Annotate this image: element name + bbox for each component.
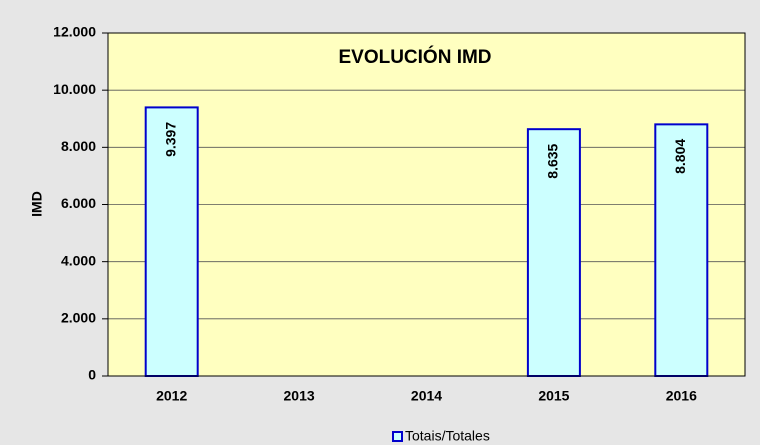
x-tick-label: 2016 — [666, 388, 697, 404]
y-axis-label: IMD — [29, 191, 45, 217]
bar — [144, 106, 199, 378]
legend-label: Totais/Totales — [405, 428, 490, 444]
x-tick-label: 2012 — [156, 388, 187, 404]
y-tick-label: 4.000 — [61, 252, 96, 268]
data-label: 8.635 — [545, 143, 561, 178]
y-tick-label: 0 — [88, 367, 96, 383]
data-label: 9.397 — [162, 122, 178, 157]
y-tick-label: 6.000 — [61, 195, 96, 211]
y-tick-label: 8.000 — [61, 138, 96, 154]
bar — [654, 123, 709, 377]
x-tick-label: 2014 — [411, 388, 442, 404]
y-tick-label: 2.000 — [61, 310, 96, 326]
legend-swatch — [392, 431, 403, 442]
y-tick-label: 12.000 — [53, 24, 96, 40]
data-label: 8.804 — [672, 139, 688, 174]
x-tick-label: 2015 — [538, 388, 569, 404]
x-tick-label: 2013 — [284, 388, 315, 404]
y-tick-label: 10.000 — [53, 81, 96, 97]
chart-title: EVOLUCIÓN IMD — [338, 46, 491, 68]
